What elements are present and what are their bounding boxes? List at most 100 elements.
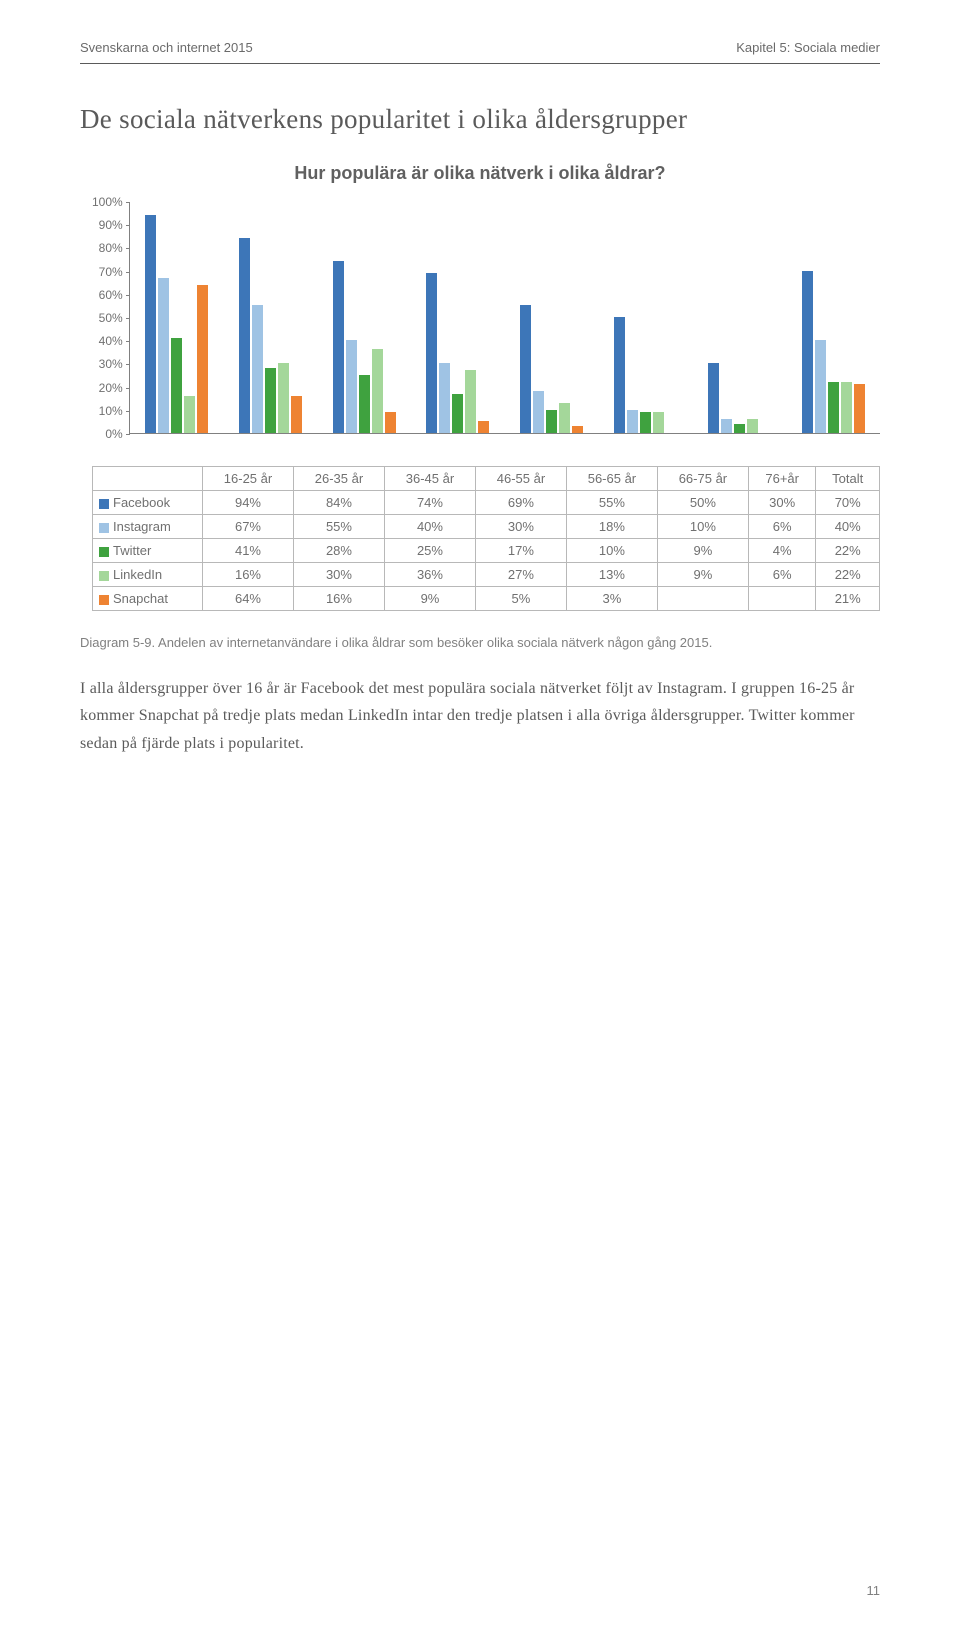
bar: [708, 363, 719, 433]
bar: [721, 419, 732, 433]
table-cell: 27%: [475, 563, 566, 587]
bar: [184, 396, 195, 433]
table-cell: 67%: [203, 515, 294, 539]
table-col-header: 56-65 år: [566, 467, 657, 491]
table-col-header: 46-55 år: [475, 467, 566, 491]
table-cell: 64%: [203, 587, 294, 611]
chart-title: Hur populära är olika nätverk i olika ål…: [80, 163, 880, 184]
bar: [559, 403, 570, 433]
bar-group: [130, 202, 224, 433]
y-tick-label: 80%: [99, 241, 123, 255]
table-cell: 6%: [748, 515, 816, 539]
table-cell: 69%: [475, 491, 566, 515]
table-cell: 70%: [816, 491, 880, 515]
table-col-header: 36-45 år: [384, 467, 475, 491]
table-cell: 5%: [475, 587, 566, 611]
bar-group: [317, 202, 411, 433]
header-right: Kapitel 5: Sociala medier: [736, 40, 880, 55]
bar: [426, 273, 437, 433]
table-cell: 6%: [748, 563, 816, 587]
table-col-header: 26-35 år: [293, 467, 384, 491]
legend-label: LinkedIn: [93, 563, 203, 587]
table-cell: 36%: [384, 563, 475, 587]
table-cell: 40%: [384, 515, 475, 539]
bar-group: [505, 202, 599, 433]
table-col-header: 16-25 år: [203, 467, 294, 491]
legend-swatch: [99, 523, 109, 533]
y-tick-label: 100%: [92, 195, 123, 209]
y-tick-label: 90%: [99, 218, 123, 232]
bar: [854, 384, 865, 433]
bar-group: [599, 202, 693, 433]
table-cell: [748, 587, 816, 611]
table-cell: 3%: [566, 587, 657, 611]
y-tick-label: 30%: [99, 357, 123, 371]
table-cell: 41%: [203, 539, 294, 563]
table-col-header: 66-75 år: [657, 467, 748, 491]
bar: [291, 396, 302, 433]
bar: [171, 338, 182, 433]
chart: 100%90%80%70%60%50%40%30%20%10%0% 16-25 …: [92, 202, 880, 611]
table-cell: 30%: [293, 563, 384, 587]
table-cell: 94%: [203, 491, 294, 515]
table-cell: 25%: [384, 539, 475, 563]
table-cell: 40%: [816, 515, 880, 539]
table-cell: 18%: [566, 515, 657, 539]
y-tick-label: 10%: [99, 404, 123, 418]
bar: [572, 426, 583, 433]
bar: [747, 419, 758, 433]
bar: [640, 412, 651, 433]
bar: [802, 271, 813, 433]
table-cell: 84%: [293, 491, 384, 515]
section-title: De sociala nätverkens popularitet i olik…: [80, 104, 880, 135]
bar: [520, 305, 531, 433]
bar: [815, 340, 826, 433]
table-cell: 4%: [748, 539, 816, 563]
bar: [546, 410, 557, 433]
table-cell: 55%: [566, 491, 657, 515]
table-cell: 50%: [657, 491, 748, 515]
bar: [627, 410, 638, 433]
legend-label: Instagram: [93, 515, 203, 539]
bar-group: [786, 202, 880, 433]
y-tick-label: 70%: [99, 265, 123, 279]
bar: [653, 412, 664, 433]
bar: [158, 278, 169, 433]
table-cell: 22%: [816, 563, 880, 587]
table-cell: [657, 587, 748, 611]
y-axis: 100%90%80%70%60%50%40%30%20%10%0%: [92, 195, 129, 441]
y-tick-label: 50%: [99, 311, 123, 325]
bar-group: [692, 202, 786, 433]
legend-label: Facebook: [93, 491, 203, 515]
legend-swatch: [99, 499, 109, 509]
plot-area: [129, 202, 880, 434]
bar: [197, 285, 208, 433]
y-tick-label: 40%: [99, 334, 123, 348]
data-table: 16-25 år26-35 år36-45 år46-55 år56-65 år…: [92, 466, 880, 611]
bar-group: [411, 202, 505, 433]
legend-swatch: [99, 547, 109, 557]
bar: [841, 382, 852, 433]
chart-caption: Diagram 5-9. Andelen av internetanvändar…: [80, 633, 880, 653]
bar: [614, 317, 625, 433]
table-cell: 9%: [657, 563, 748, 587]
header-left: Svenskarna och internet 2015: [80, 40, 253, 55]
bar: [278, 363, 289, 433]
body-paragraph: I alla åldersgrupper över 16 år är Faceb…: [80, 675, 880, 757]
table-cell: 9%: [657, 539, 748, 563]
legend-label: Snapchat: [93, 587, 203, 611]
table-cell: 16%: [293, 587, 384, 611]
bar: [533, 391, 544, 433]
table-cell: 30%: [475, 515, 566, 539]
bar: [372, 349, 383, 433]
table-cell: 10%: [657, 515, 748, 539]
y-tick-label: 60%: [99, 288, 123, 302]
bar: [333, 261, 344, 433]
legend-label: Twitter: [93, 539, 203, 563]
bar: [452, 394, 463, 433]
bar: [734, 424, 745, 433]
bar: [439, 363, 450, 433]
bar: [346, 340, 357, 433]
bar: [359, 375, 370, 433]
table-cell: 13%: [566, 563, 657, 587]
